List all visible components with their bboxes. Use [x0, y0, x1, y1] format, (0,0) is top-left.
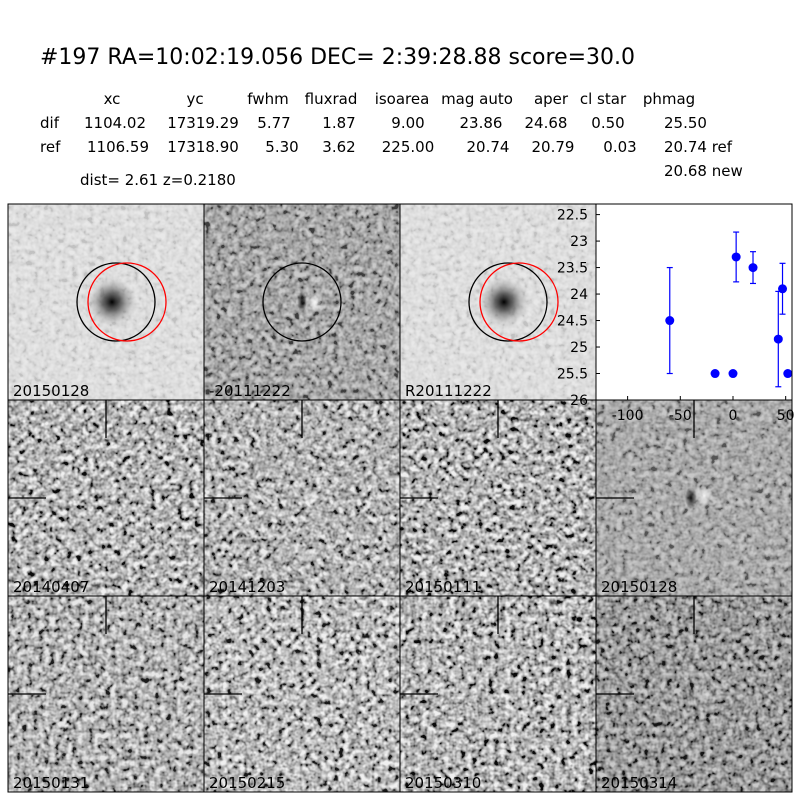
y-tick-label: 25.5 [557, 367, 588, 383]
y-tick-label: 23 [570, 234, 588, 250]
panel-label: 20150111 [405, 578, 481, 596]
row-label: ref [40, 138, 61, 156]
point [783, 369, 792, 379]
image-panel: 20150215 [203, 595, 401, 793]
panel-label: 20141203 [209, 578, 285, 596]
panel-label: R20111222 [405, 382, 492, 400]
light-curve: 22.5 23 23.5 24 24.5 25 25.5 26 -100 -50 0 50 [557, 203, 795, 424]
cell: 9.00 [391, 114, 424, 132]
cell: 20.68 new [664, 162, 743, 180]
dipole-bright [307, 292, 323, 312]
stats-table: xc yc fwhm fluxrad isoarea mag auto aper cl sta… [40, 90, 743, 180]
x-tick-label: 50 [777, 408, 795, 424]
column-header: aper [534, 90, 569, 108]
cell: 225.00 [382, 138, 435, 156]
cell: 20.79 [532, 138, 575, 156]
point [710, 369, 720, 379]
cell: 1104.02 [84, 114, 146, 132]
y-tick-label: 26 [570, 393, 588, 409]
x-tick-label: 0 [729, 408, 738, 424]
new-circle [87, 262, 167, 342]
point [728, 369, 738, 379]
cell: 25.50 [664, 114, 707, 132]
plot-frame [595, 203, 793, 401]
new-circle [479, 262, 559, 342]
x-tick-label: -100 [612, 408, 644, 424]
panel-label: 20140407 [13, 578, 89, 596]
image-panel: 20150131 [7, 595, 205, 793]
column-header: fluxrad [305, 90, 358, 108]
panel-frame [595, 595, 793, 793]
faint-source [302, 488, 322, 508]
ref-circle [76, 262, 156, 342]
point [748, 263, 758, 273]
image-panel: -20111222 [203, 203, 401, 401]
point [731, 252, 741, 262]
column-header: xc [104, 90, 121, 108]
y-tick-label: 23.5 [557, 261, 588, 277]
column-header: cl star [580, 90, 627, 108]
dipole-dark [297, 292, 307, 312]
y-tick-label: 22.5 [557, 208, 588, 224]
cell: 20.74 [467, 138, 510, 156]
panel-label: 20150128 [13, 382, 89, 400]
ref-circle [468, 262, 548, 342]
cell: 5.30 [265, 138, 298, 156]
row-label: dif [40, 114, 60, 132]
panel-label: 20150215 [209, 774, 285, 792]
cell: 3.62 [322, 138, 355, 156]
point [665, 316, 675, 326]
dipole-dark [685, 487, 697, 509]
column-header: yc [186, 90, 203, 108]
column-header: fwhm [247, 90, 288, 108]
cell: 0.03 [603, 138, 636, 156]
image-panel: 20140407 [7, 399, 205, 597]
panel-label: -20111222 [209, 382, 291, 400]
cell: 5.77 [257, 114, 290, 132]
dipole-bright [695, 486, 713, 506]
point [773, 334, 783, 344]
plot-bg [596, 204, 792, 400]
image-panel: 20150128 [595, 399, 793, 597]
panel-label: 20150314 [601, 774, 677, 792]
y-tick-label: 25 [570, 340, 588, 356]
column-header: phmag [643, 90, 695, 108]
y-tick-label: 24 [570, 287, 588, 303]
source-blob [86, 276, 138, 328]
cell: 17319.29 [167, 114, 239, 132]
panel-label: 20150310 [405, 774, 481, 792]
image-grid: 20150128 -20111222 R20111222 20140407 201412… [7, 203, 793, 793]
x-tick-label: -50 [669, 408, 692, 424]
title: #197 RA=10:02:19.056 DEC= 2:39:28.88 sco… [40, 45, 635, 70]
panel-label: 20150128 [601, 578, 677, 596]
cell: 0.50 [591, 114, 624, 132]
plot-area [665, 231, 792, 388]
cell: 23.86 [460, 114, 503, 132]
cell: 20.74 ref [664, 138, 733, 156]
image-panel: 20150310 [399, 595, 597, 793]
cell: 1.87 [322, 114, 355, 132]
cell: 17318.90 [167, 138, 239, 156]
image-panel: 20150111 [399, 399, 597, 597]
ref-circle [262, 262, 342, 342]
column-header: isoarea [375, 90, 430, 108]
image-panel: 20141203 [203, 399, 401, 597]
image-panel: R20111222 [399, 203, 597, 401]
faint-source [694, 684, 714, 704]
image-panel: 20150128 [7, 203, 205, 401]
dist-line: dist= 2.61 z=0.2180 [80, 171, 236, 189]
image-panel: 20150314 [595, 595, 793, 793]
panel-label: 20150131 [13, 774, 89, 792]
point [778, 284, 788, 294]
cell: 1106.59 [87, 138, 149, 156]
y-tick-label: 24.5 [557, 314, 588, 330]
cell: 24.68 [525, 114, 568, 132]
column-header: mag auto [441, 90, 513, 108]
source-blob [478, 276, 530, 328]
